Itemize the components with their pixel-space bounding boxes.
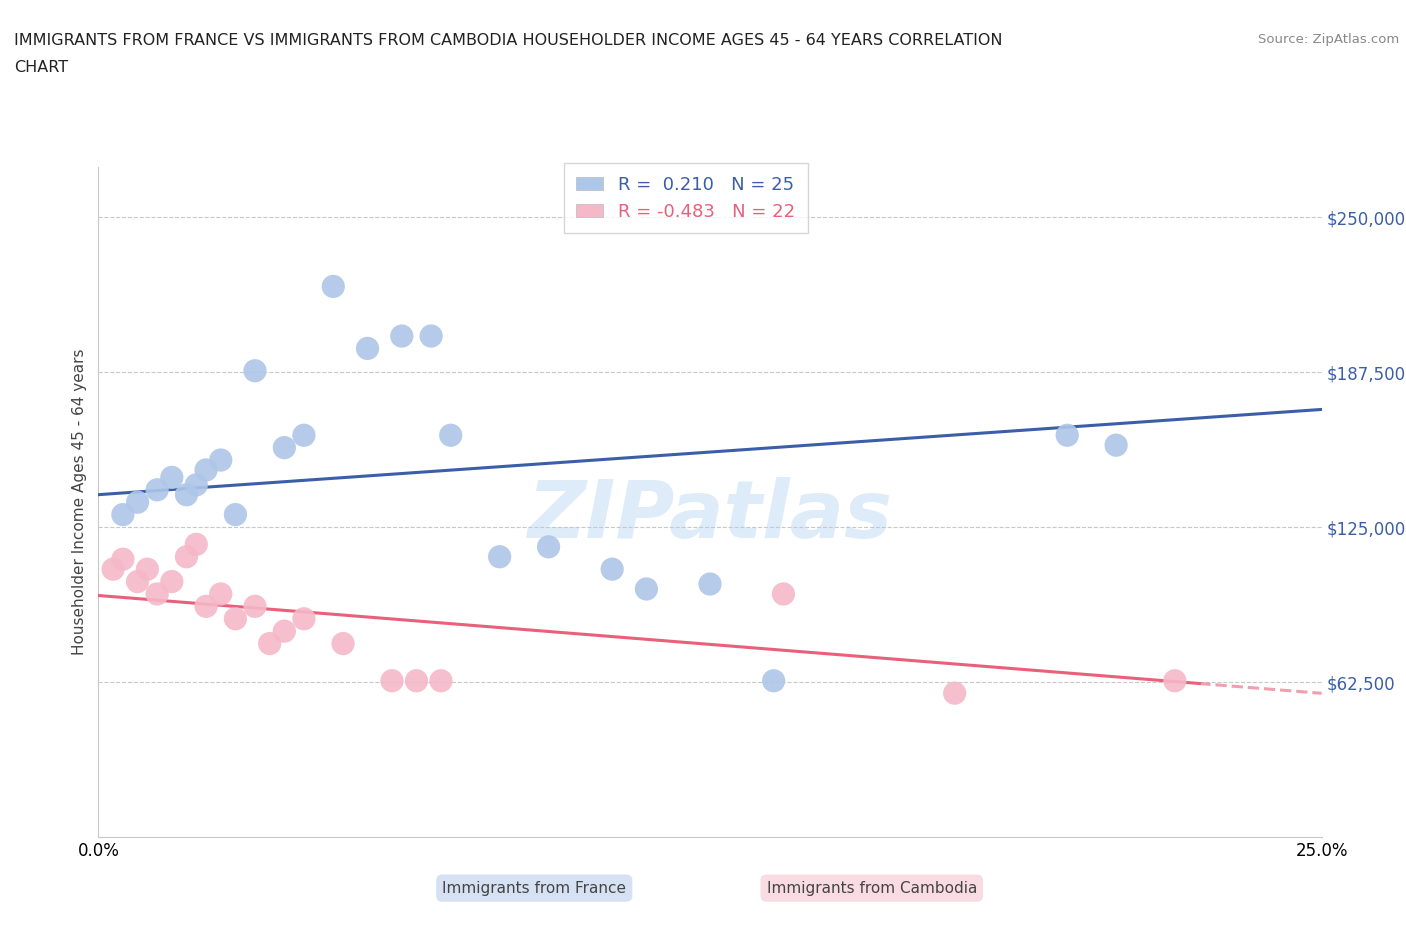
Y-axis label: Householder Income Ages 45 - 64 years: Householder Income Ages 45 - 64 years xyxy=(72,349,87,656)
Point xyxy=(440,428,463,443)
Point xyxy=(420,328,443,343)
Point xyxy=(332,636,354,651)
Point xyxy=(943,685,966,700)
Point xyxy=(292,611,315,626)
Point xyxy=(772,587,794,602)
Point xyxy=(1105,438,1128,453)
Point xyxy=(186,537,208,551)
Point xyxy=(273,624,295,639)
Point xyxy=(209,453,232,468)
Point xyxy=(127,495,149,510)
Point xyxy=(273,440,295,455)
Point xyxy=(146,587,169,602)
Text: Source: ZipAtlas.com: Source: ZipAtlas.com xyxy=(1258,33,1399,46)
Point xyxy=(636,581,658,596)
Point xyxy=(127,574,149,589)
Point xyxy=(356,341,378,356)
Point xyxy=(243,364,266,379)
Point xyxy=(195,462,218,477)
Point xyxy=(292,428,315,443)
Point xyxy=(1164,673,1187,688)
Text: Immigrants from Cambodia: Immigrants from Cambodia xyxy=(766,881,977,896)
Point xyxy=(176,550,198,565)
Point xyxy=(243,599,266,614)
Point xyxy=(136,562,159,577)
Point xyxy=(600,562,623,577)
Legend: R =  0.210   N = 25, R = -0.483   N = 22: R = 0.210 N = 25, R = -0.483 N = 22 xyxy=(564,163,807,233)
Point xyxy=(146,483,169,498)
Point xyxy=(430,673,453,688)
Point xyxy=(224,611,246,626)
Point xyxy=(160,574,183,589)
Point xyxy=(322,279,344,294)
Point xyxy=(762,673,785,688)
Point xyxy=(391,328,413,343)
Point xyxy=(195,599,218,614)
Point xyxy=(488,550,510,565)
Point xyxy=(224,507,246,522)
Point xyxy=(160,470,183,485)
Text: ZIPatlas: ZIPatlas xyxy=(527,476,893,554)
Point xyxy=(537,539,560,554)
Text: IMMIGRANTS FROM FRANCE VS IMMIGRANTS FROM CAMBODIA HOUSEHOLDER INCOME AGES 45 - : IMMIGRANTS FROM FRANCE VS IMMIGRANTS FRO… xyxy=(14,33,1002,47)
Point xyxy=(259,636,281,651)
Point xyxy=(405,673,427,688)
Point xyxy=(1056,428,1078,443)
Point xyxy=(101,562,124,577)
Point xyxy=(111,507,134,522)
Point xyxy=(176,487,198,502)
Point xyxy=(209,587,232,602)
Text: Immigrants from France: Immigrants from France xyxy=(443,881,626,896)
Point xyxy=(111,551,134,566)
Point xyxy=(186,477,208,492)
Text: CHART: CHART xyxy=(14,60,67,75)
Point xyxy=(381,673,404,688)
Point xyxy=(699,577,721,591)
